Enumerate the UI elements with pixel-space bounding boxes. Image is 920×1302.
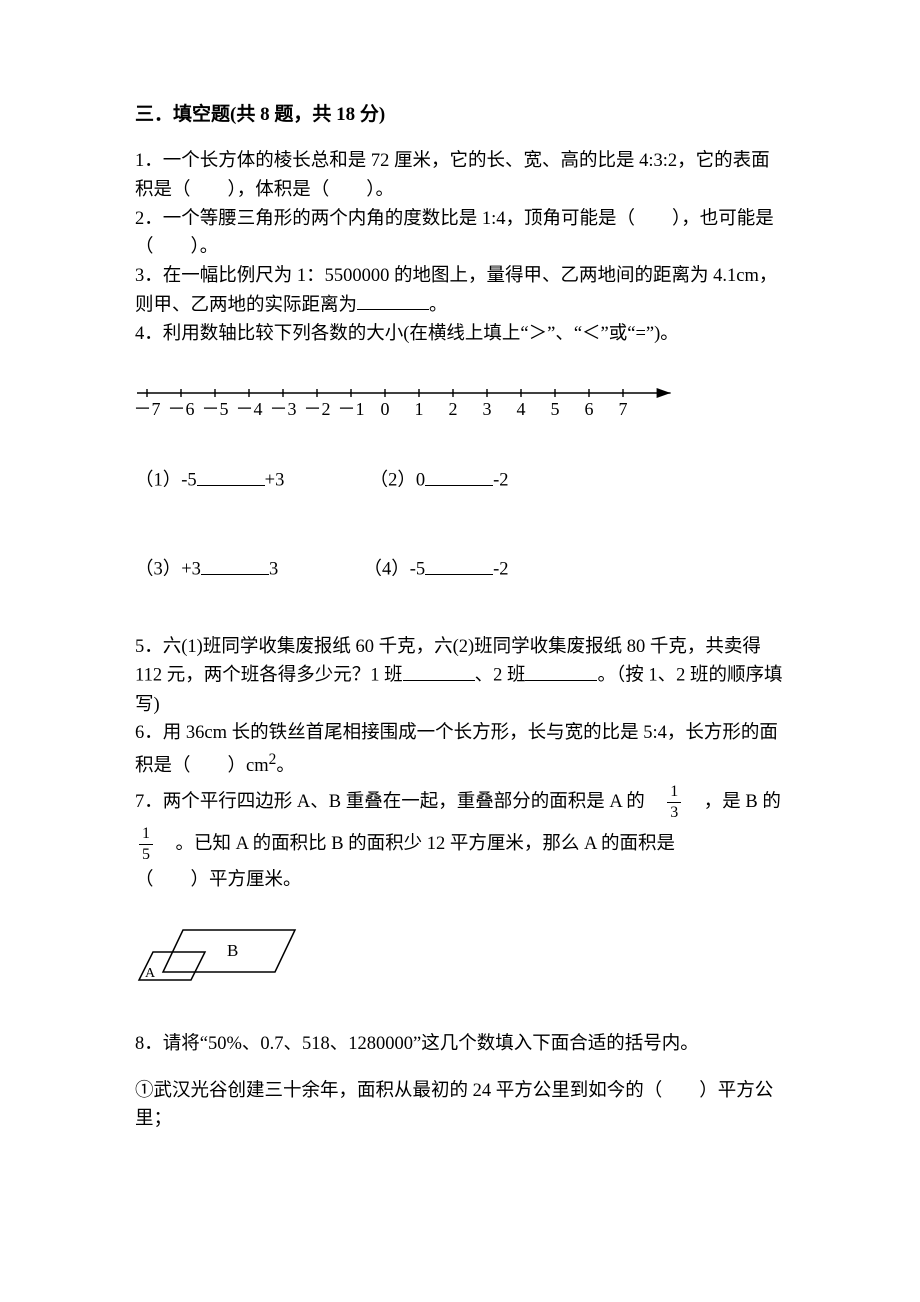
worksheet-page: 三．填空题(共 8 题，共 18 分) 1．一个长方体的棱长总和是 72 厘米，…	[0, 0, 920, 1302]
number-line-svg: －7 －6 －5 －4 －3 －2 －1 0 1 2 3 4 5 6 7	[135, 377, 683, 427]
question-1: 1．一个长方体的棱长总和是 72 厘米，它的长、宽、高的比是 4:3:2，它的表…	[135, 147, 785, 204]
q4-sub3a: （3）+3	[135, 560, 201, 580]
number-line: －7 －6 －5 －4 －3 －2 －1 0 1 2 3 4 5 6 7	[135, 377, 785, 437]
q4-row2: （3）+3 3 （4）-5 -2	[135, 555, 785, 584]
q7-c: 。已知 A 的面积比 B 的面积少 12 平方厘米，那么 A 的面积是	[157, 834, 675, 854]
parallelogram-diagram: AB	[135, 922, 785, 1002]
svg-text:4: 4	[517, 399, 526, 419]
svg-text:－3: －3	[270, 399, 297, 419]
svg-text:B: B	[227, 941, 238, 960]
svg-text:－2: －2	[304, 399, 331, 419]
svg-text:－4: －4	[236, 399, 263, 419]
question-7-line1: 7．两个平行四边形 A、B 重叠在一起，重叠部分的面积是 A 的 13 ，是 B…	[135, 781, 785, 824]
q3-text-a: 3．在一幅比例尺为 1：5500000 的地图上，量得甲、乙两地间的距离为 4.…	[135, 266, 777, 315]
q4-sub2: （2）0 -2	[370, 466, 509, 495]
question-4-stem: 4．利用数轴比较下列各数的大小(在横线上填上“＞”、“＜”或“=”)。	[135, 320, 785, 349]
q4-sub1b: +3	[265, 471, 285, 491]
q6-b: 。	[276, 756, 295, 776]
q4-sub4-blank	[425, 555, 493, 575]
q4-sub4: （4）-5 -2	[363, 555, 508, 584]
q6-a: 6．用 36cm 长的铁丝首尾相接围成一个长方形，长与宽的比是 5:4，长方形的…	[135, 723, 778, 776]
q7-frac2: 15	[135, 826, 157, 863]
question-5: 5．六(1)班同学收集废报纸 60 千克，六(2)班同学收集废报纸 80 千克，…	[135, 633, 785, 720]
q5-b: 、2 班	[475, 666, 526, 686]
q4-sub1-blank	[197, 466, 265, 486]
svg-text:1: 1	[415, 399, 424, 419]
question-3: 3．在一幅比例尺为 1：5500000 的地图上，量得甲、乙两地间的距离为 4.…	[135, 262, 785, 320]
question-2: 2．一个等腰三角形的两个内角的度数比是 1:4，顶角可能是（ ），也可能是（ ）…	[135, 205, 785, 262]
svg-text:A: A	[145, 966, 156, 981]
q5-blank2	[525, 661, 597, 681]
q7-b: ，是 B 的	[685, 792, 781, 812]
svg-text:－7: －7	[135, 399, 161, 419]
q4-sub3-blank	[201, 555, 269, 575]
svg-text:3: 3	[483, 399, 492, 419]
q4-sub1a: （1）-5	[135, 471, 197, 491]
question-6: 6．用 36cm 长的铁丝首尾相接围成一个长方形，长与宽的比是 5:4，长方形的…	[135, 719, 785, 781]
q4-sub2a: （2）0	[370, 471, 426, 491]
q4-sub4b: -2	[493, 560, 508, 580]
q4-row1: （1）-5 +3 （2）0 -2	[135, 466, 785, 495]
svg-text:0: 0	[381, 399, 390, 419]
q4-sub3: （3）+3 3	[135, 555, 278, 584]
question-8-stem: 8．请将“50%、0.7、518、1280000”这几个数填入下面合适的括号内。	[135, 1030, 785, 1059]
question-7-line2: 15 。已知 A 的面积比 B 的面积少 12 平方厘米，那么 A 的面积是	[135, 823, 785, 866]
q4-sub4a: （4）-5	[363, 560, 425, 580]
svg-text:5: 5	[551, 399, 560, 419]
question-8-sub1: ①武汉光谷创建三十余年，面积从最初的 24 平方公里到如今的（ ）平方公里；	[135, 1077, 785, 1134]
q4-sub3b: 3	[269, 560, 278, 580]
q4-sub1: （1）-5 +3	[135, 466, 284, 495]
q7-frac1: 13	[663, 784, 685, 821]
question-7-line3: （ ）平方厘米。	[135, 866, 785, 895]
svg-text:2: 2	[449, 399, 458, 419]
q4-sub2-blank	[425, 466, 493, 486]
q7-a: 7．两个平行四边形 A、B 重叠在一起，重叠部分的面积是 A 的	[135, 792, 663, 812]
q5-blank1	[403, 661, 475, 681]
parallelogram-svg: AB	[135, 922, 305, 992]
section-title: 三．填空题(共 8 题，共 18 分)	[135, 100, 785, 129]
svg-text:7: 7	[619, 399, 628, 419]
svg-text:－6: －6	[168, 399, 195, 419]
q4-sub2b: -2	[493, 471, 508, 491]
q3-text-b: 。	[429, 295, 448, 315]
svg-text:6: 6	[585, 399, 594, 419]
svg-text:－5: －5	[202, 399, 229, 419]
svg-text:－1: －1	[338, 399, 365, 419]
q3-blank	[357, 291, 429, 311]
